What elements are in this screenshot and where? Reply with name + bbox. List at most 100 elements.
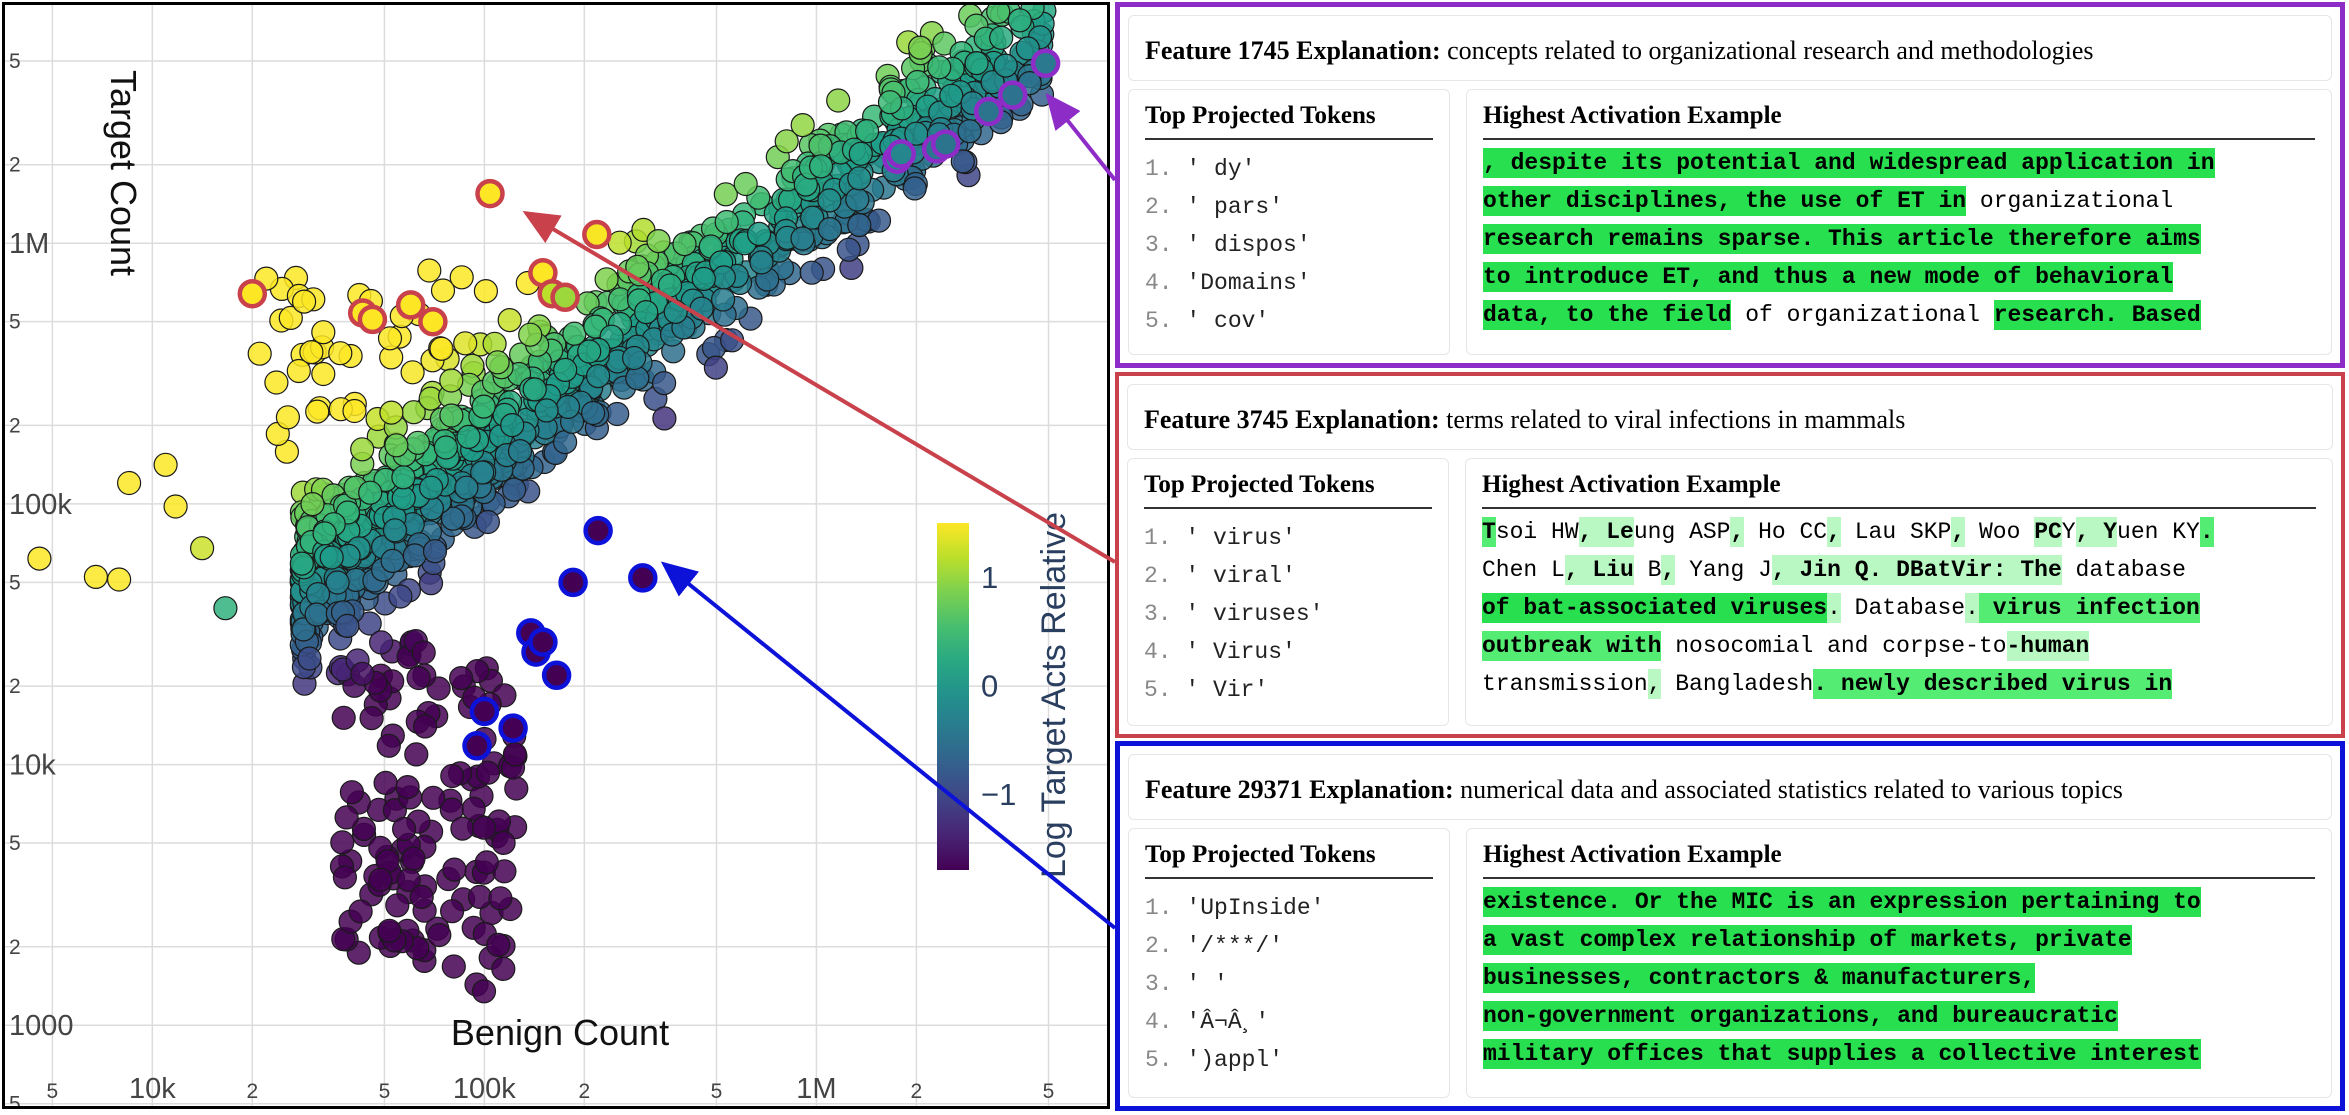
data-point (440, 506, 466, 531)
token-span: Ho CC (1744, 519, 1828, 545)
data-point (402, 543, 427, 568)
token-span: atVir: The (1923, 555, 2062, 585)
data-point (790, 112, 815, 138)
token-item: 4. 'Â¬Â¸' (1145, 1009, 1270, 1035)
data-point (376, 733, 401, 758)
data-point (359, 705, 384, 731)
data-point (305, 581, 331, 607)
data-point (449, 265, 474, 290)
data-point (1015, 36, 1040, 61)
token-span: Yang J (1675, 557, 1772, 583)
data-point (964, 50, 989, 76)
y-axis-label: Target Count (103, 70, 144, 276)
data-point (328, 341, 353, 366)
data-point (808, 133, 833, 158)
data-point (292, 289, 317, 314)
data-point (409, 884, 434, 910)
feature-29371-point (558, 567, 588, 598)
data-point (312, 521, 337, 546)
data-point (427, 922, 452, 948)
data-point (190, 536, 215, 561)
data-point (672, 232, 697, 257)
token-span: Y (2061, 519, 2076, 545)
activation-header: Highest Activation Example (1482, 471, 2316, 509)
token-span: of organizational (1731, 302, 1994, 328)
scatter-chart: 5 10k 2 5 100k 2 5 1M 2 5 5 1000 2 5 10k 2 5 100k 2 5 1M 2 5 1… (5, 5, 1107, 1106)
activation-line: transmission, Bangladesh. newly describe… (1482, 669, 2320, 707)
data-point (439, 403, 464, 428)
data-point (475, 509, 500, 535)
data-point (475, 760, 501, 785)
data-point (342, 398, 367, 424)
token-span: virus infection (1978, 593, 2200, 623)
activation-line: military offices that supplies a collect… (1483, 1039, 2319, 1077)
data-point (733, 171, 758, 197)
activation-example-box: Highest Activation Example , despite its… (1466, 89, 2332, 355)
data-point (442, 857, 467, 882)
data-point (847, 166, 872, 191)
token-span: data, to the field (1483, 300, 1732, 330)
data-point (594, 267, 619, 292)
data-point (1007, 8, 1032, 33)
data-point (404, 742, 429, 767)
data-point (441, 954, 466, 979)
y-tick-label: 2 (9, 414, 21, 437)
activation-line: , despite its potential and widespread a… (1483, 148, 2319, 186)
data-point (553, 357, 578, 382)
data-point (902, 176, 927, 201)
activation-line: Chen L, Liu B, Yang J, Jin Q. DBatVir: T… (1482, 555, 2320, 593)
data-point (429, 336, 454, 361)
data-point (289, 551, 314, 576)
token-span: research. Based (1993, 300, 2201, 330)
y-tick-label: 2 (9, 675, 21, 698)
data-point (395, 774, 420, 800)
data-point (471, 979, 497, 1004)
data-point (405, 430, 430, 455)
data-point (297, 646, 322, 671)
activation-example-box: Highest Activation Example existence. Or… (1466, 828, 2332, 1098)
data-point (299, 340, 324, 365)
data-point (330, 830, 355, 855)
y-tick-label: 2 (9, 936, 21, 959)
data-point (703, 355, 729, 380)
token-item: 1. ' dy' (1145, 156, 1256, 182)
data-point (382, 518, 407, 543)
token-span: -human (2006, 631, 2090, 661)
scatter-plot-frame: 5 10k 2 5 100k 2 5 1M 2 5 5 1000 2 5 10k 2 5 100k 2 5 1M 2 5 1… (2, 2, 1110, 1109)
data-point (419, 475, 444, 500)
data-point (430, 278, 456, 303)
activation-line: data, to the field of organizational res… (1483, 300, 2319, 338)
token-span: . (2199, 517, 2214, 547)
data-point (607, 230, 632, 255)
token-span: , (1730, 517, 1745, 547)
top-tokens-box: Top Projected Tokens 1. ' dy' 2. ' pars' 3… (1128, 89, 1450, 355)
data-point (950, 149, 975, 174)
x-tick-label: 2 (246, 1080, 258, 1103)
data-point (377, 326, 403, 351)
token-span: database (2061, 557, 2186, 583)
data-point (401, 846, 426, 871)
y-tick-label: 5 (9, 832, 21, 855)
token-span: Bangladesh (1661, 671, 1814, 697)
token-span: Lau SKP (1840, 519, 1952, 545)
data-point (213, 596, 238, 621)
data-point (385, 893, 410, 918)
data-point (417, 258, 442, 283)
token-span: military offices that supplies a collect… (1483, 1039, 2201, 1069)
token-list: 1. ' dy' 2. ' pars' 3. ' dispos' 4. 'Domain… (1145, 150, 1311, 340)
data-point (334, 805, 359, 830)
data-point (116, 470, 142, 496)
data-point (264, 370, 289, 395)
data-point (957, 119, 982, 144)
data-point (449, 665, 474, 691)
data-point (621, 345, 647, 371)
data-point (488, 886, 513, 911)
token-span: . (1827, 593, 1841, 623)
tokens-header: Top Projected Tokens (1145, 102, 1433, 140)
feature-1745-point (886, 139, 916, 169)
token-span: B (1633, 557, 1662, 583)
data-point (989, 25, 1014, 50)
activation-line: existence. Or the MIC is an expression p… (1483, 887, 2319, 925)
data-point (369, 630, 394, 655)
data-point (502, 742, 527, 767)
